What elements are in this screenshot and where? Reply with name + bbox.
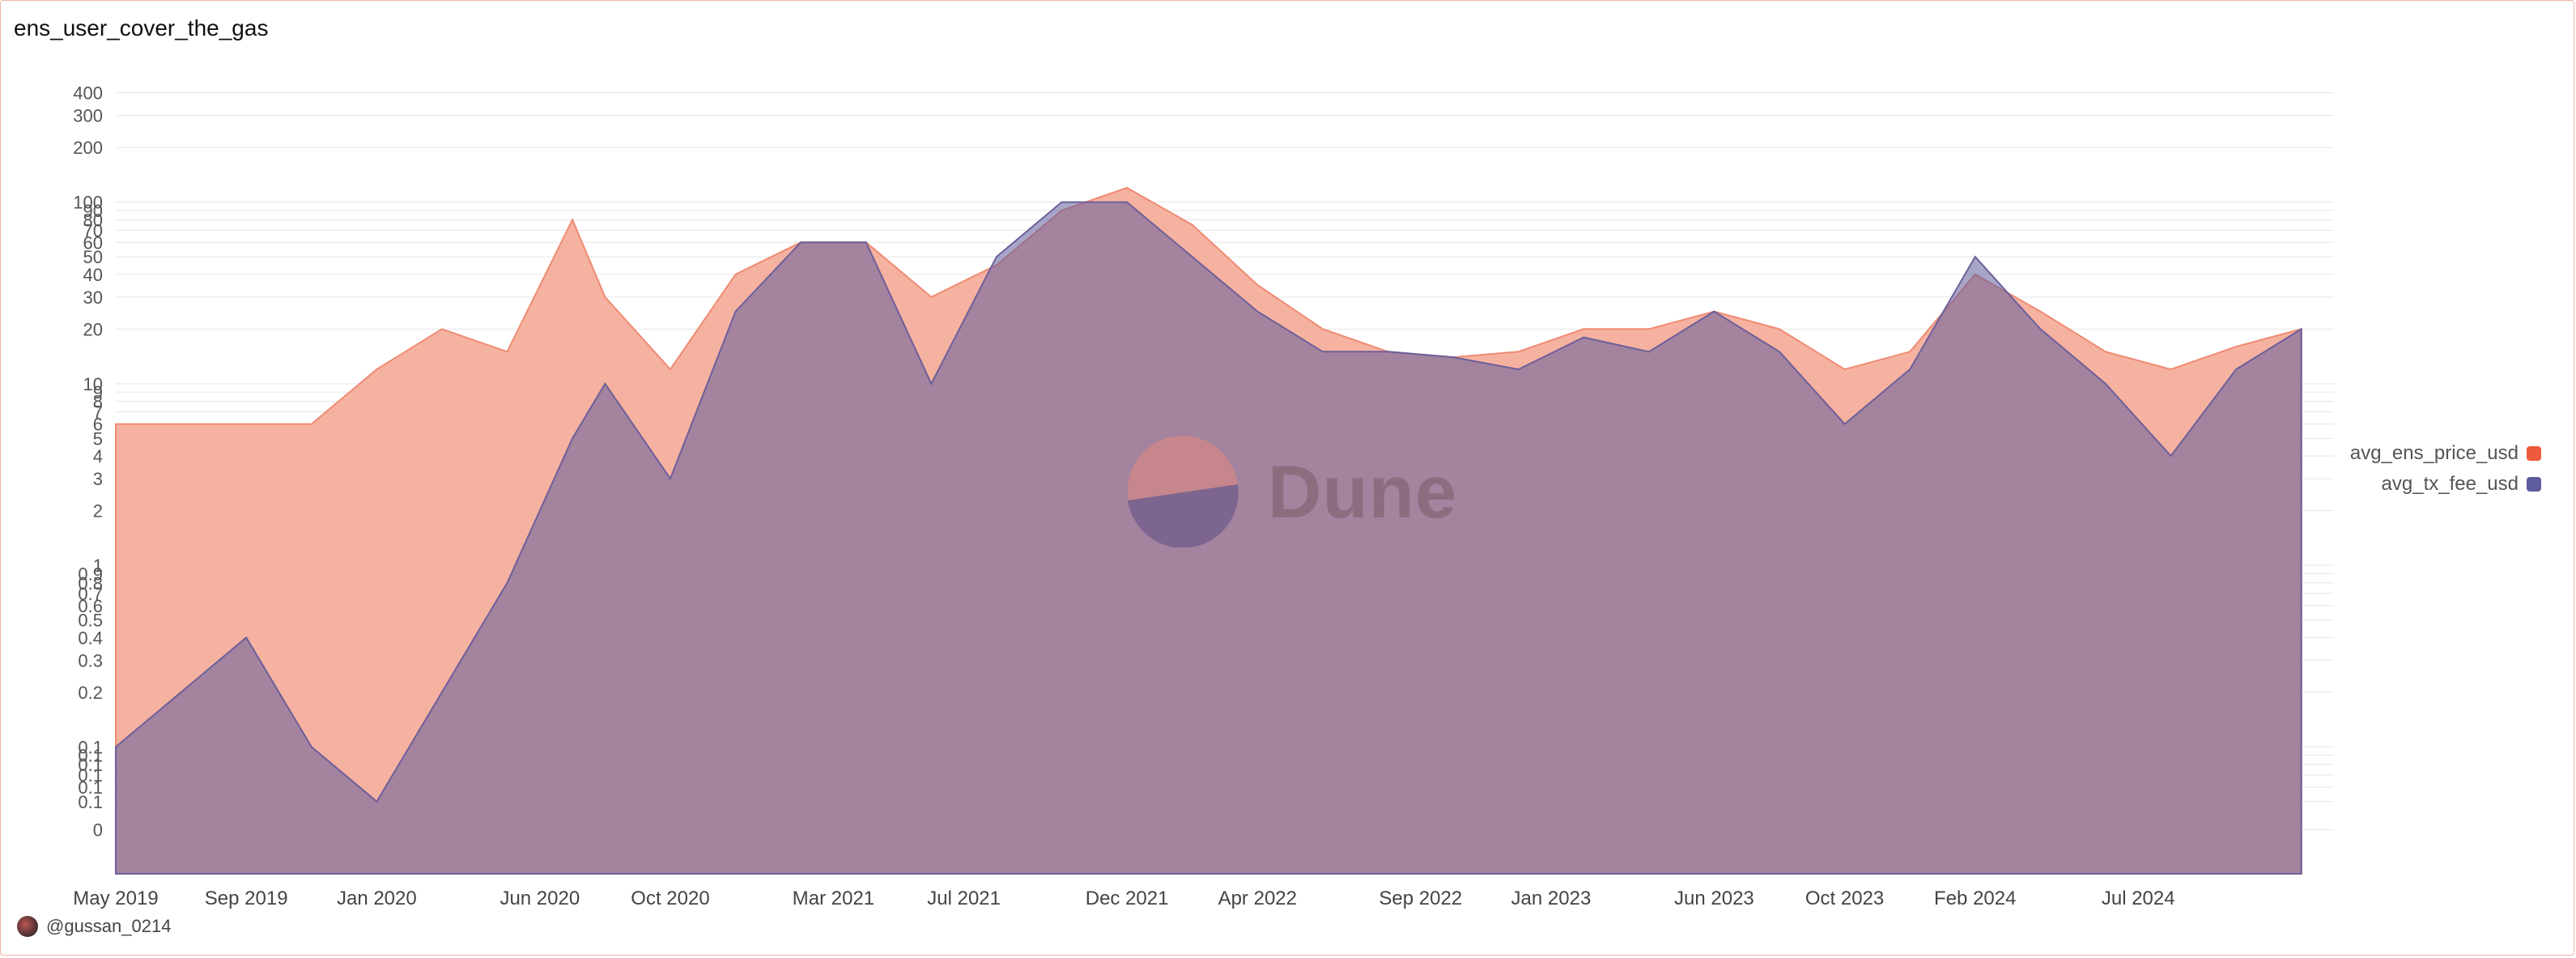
legend-item-ens-price[interactable]: avg_ens_price_usd bbox=[2350, 442, 2541, 465]
x-tick-label: Jul 2024 bbox=[2102, 888, 2175, 909]
x-axis-ticks: May 2019 Sep 2019 Jan 2020 Jun 2020 Oct 2020… bbox=[73, 888, 2174, 909]
x-tick-label: Oct 2020 bbox=[631, 888, 709, 909]
y-tick-label: 0.3 bbox=[78, 650, 103, 671]
x-tick-label: Mar 2021 bbox=[793, 888, 874, 909]
y-tick-label: 300 bbox=[73, 106, 103, 126]
x-tick-label: Jun 2020 bbox=[499, 888, 580, 909]
y-tick-label: 20 bbox=[83, 319, 103, 339]
legend-swatch bbox=[2527, 446, 2541, 461]
y-tick-label: 200 bbox=[73, 138, 103, 158]
y-tick-label: 4 bbox=[93, 446, 103, 466]
x-tick-label: May 2019 bbox=[73, 888, 158, 909]
dune-logo-icon bbox=[1126, 434, 1239, 547]
y-tick-label: 30 bbox=[83, 287, 103, 308]
watermark-brand: Dune bbox=[1268, 450, 1457, 535]
x-tick-label: Dec 2021 bbox=[1086, 888, 1169, 909]
y-axis-ticks: 4003002001009080706050403020109876543210… bbox=[73, 83, 103, 841]
x-tick-label: Sep 2022 bbox=[1379, 888, 1462, 909]
y-tick-label: 0.4 bbox=[78, 628, 103, 648]
legend-item-tx-fee[interactable]: avg_tx_fee_usd bbox=[2382, 473, 2541, 496]
y-tick-label: 0.1 bbox=[78, 792, 103, 812]
x-tick-label: Jan 2023 bbox=[1511, 888, 1592, 909]
y-tick-label: 0.2 bbox=[78, 683, 103, 703]
author-handle: @gussan_0214 bbox=[46, 916, 171, 937]
x-tick-label: Oct 2023 bbox=[1805, 888, 1884, 909]
author-footer[interactable]: @gussan_0214 bbox=[17, 916, 171, 937]
x-tick-label: Feb 2024 bbox=[1934, 888, 2016, 909]
y-tick-label: 3 bbox=[93, 469, 103, 489]
legend-swatch bbox=[2527, 477, 2541, 492]
y-tick-label: 0 bbox=[93, 820, 103, 841]
y-tick-label: 2 bbox=[93, 501, 103, 522]
x-tick-label: Apr 2022 bbox=[1218, 888, 1297, 909]
x-tick-label: Jul 2021 bbox=[927, 888, 1001, 909]
x-tick-label: Jun 2023 bbox=[1674, 888, 1754, 909]
avatar bbox=[17, 916, 38, 937]
x-tick-label: Jan 2020 bbox=[337, 888, 417, 909]
legend-label: avg_tx_fee_usd bbox=[2382, 473, 2519, 496]
y-tick-label: 40 bbox=[83, 265, 103, 285]
x-tick-label: Sep 2019 bbox=[205, 888, 288, 909]
legend-label: avg_ens_price_usd bbox=[2350, 442, 2519, 465]
y-tick-label: 400 bbox=[73, 83, 103, 104]
